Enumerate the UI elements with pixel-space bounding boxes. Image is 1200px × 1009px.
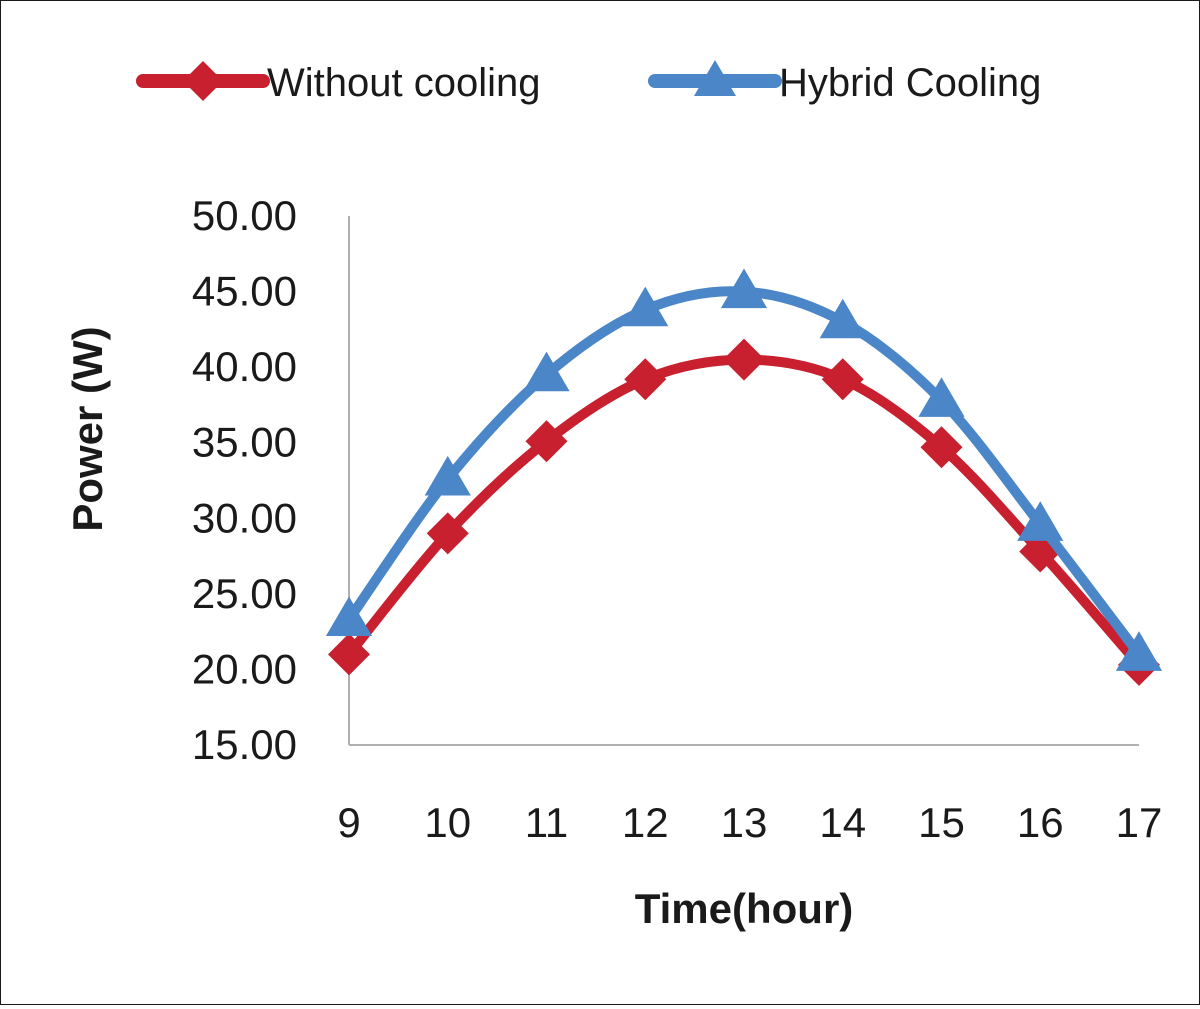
x-tick-label: 12 [622,799,669,846]
y-tick-label: 35.00 [192,419,297,466]
legend: Without cooling Hybrid Cooling [136,60,1041,105]
data-point-hybrid-cooling [325,596,373,637]
x-tick-label: 10 [424,799,471,846]
series-without-cooling [328,338,1160,686]
series-layer [325,268,1163,686]
x-tick-label: 9 [337,799,360,846]
x-axis-title: Time(hour) [635,885,854,932]
data-point-hybrid-cooling [622,286,669,327]
x-tick-label: 15 [918,799,965,846]
x-tick-label: 16 [1017,799,1064,846]
data-point-without-cooling [624,358,667,401]
legend-marker-diamond [183,61,223,101]
data-point-without-cooling [821,358,864,401]
data-point-hybrid-cooling [1017,501,1064,541]
data-point-hybrid-cooling [819,298,866,339]
data-point-without-cooling [328,633,370,676]
series-line-without-cooling [344,354,1144,670]
data-point-without-cooling [426,512,469,555]
y-tick-label: 45.00 [192,268,297,315]
series-hybrid-cooling [325,268,1163,671]
y-tick-label: 30.00 [192,494,297,541]
x-tick-label: 17 [1116,799,1163,846]
y-tick-label: 25.00 [192,570,297,617]
data-point-without-cooling [920,426,963,469]
y-tick-label: 40.00 [192,343,297,390]
y-tick-label: 50.00 [192,192,297,239]
data-point-without-cooling [723,338,765,381]
x-tick-label: 11 [525,799,569,846]
data-point-without-cooling [525,420,568,463]
data-point-hybrid-cooling [918,377,965,417]
legend-item-without-cooling: Without cooling [136,61,540,105]
legend-item-hybrid-cooling: Hybrid Cooling [648,60,1041,105]
x-tick-label: 14 [819,799,866,846]
y-tick-label: 15.00 [192,721,297,768]
y-tick-labels: 15.00 20.00 25.00 30.00 35.00 40.00 45.00 50.00 [192,192,297,768]
data-point-hybrid-cooling [1115,631,1163,671]
data-point-hybrid-cooling [523,351,570,392]
legend-label-hybrid-cooling: Hybrid Cooling [779,61,1041,105]
data-point-hybrid-cooling [424,455,471,496]
legend-label-without-cooling: Without cooling [267,61,540,105]
x-tick-label: 13 [721,799,768,846]
legend-marker-triangle [694,60,736,96]
y-axis-title: Power (W) [64,326,111,531]
data-point-hybrid-cooling [720,268,768,309]
y-tick-label: 20.00 [192,645,297,692]
x-tick-labels: 9 10 11 12 13 14 15 16 17 [337,799,1162,846]
